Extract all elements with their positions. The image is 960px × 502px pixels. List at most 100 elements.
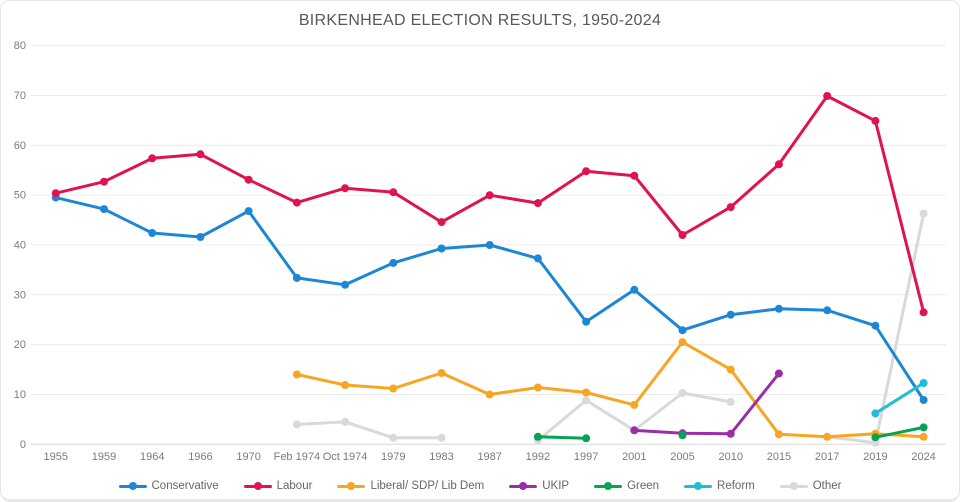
data-point-conservative-feb-1974 (292, 273, 301, 282)
x-tick-label-feb-1974: Feb 1974 (274, 451, 320, 463)
data-point-conservative-oct-1974 (341, 280, 350, 289)
data-point-liberal-sdp-lib-dem-2010 (726, 365, 735, 374)
data-point-other-2019 (871, 438, 880, 447)
x-tick-label-1992: 1992 (526, 451, 550, 463)
legend-item-conservative: Conservative (118, 480, 219, 492)
data-point-ukip-2010 (726, 429, 735, 438)
legend-label-reform: Reform (717, 480, 755, 492)
series-line-green (873, 425, 926, 439)
data-point-labour-1987 (485, 191, 494, 200)
legend-label-other: Other (812, 480, 842, 492)
data-point-labour-2024 (919, 308, 928, 317)
data-point-liberal-sdp-lib-dem-1992 (533, 383, 542, 392)
data-point-conservative-1959 (100, 205, 108, 214)
x-tick-label-2024: 2024 (911, 451, 935, 463)
x-tick-label-1997: 1997 (574, 451, 598, 463)
data-point-labour-1997 (582, 167, 591, 176)
legend-label-green: Green (627, 480, 660, 492)
data-point-labour-1979 (389, 188, 398, 197)
series-line-conservative (54, 196, 926, 402)
x-tick-label-1955: 1955 (44, 451, 68, 463)
legend-item-labour: Labour (243, 480, 313, 492)
data-point-liberal-sdp-lib-dem-feb-1974 (292, 370, 301, 379)
data-point-green-2005 (678, 431, 687, 440)
series-line-green (536, 435, 588, 440)
data-point-conservative-1979 (389, 258, 398, 267)
series-reform (871, 379, 928, 418)
series-conservative (51, 193, 928, 404)
legend-item-green: Green (594, 480, 659, 492)
x-tick-label-1964: 1964 (140, 451, 164, 463)
x-tick-label-1979: 1979 (381, 451, 405, 463)
y-tick-label-40: 40 (14, 239, 26, 251)
data-point-reform-2019 (871, 409, 880, 418)
x-tick-label-2001: 2001 (622, 451, 646, 463)
data-point-labour-2015 (774, 160, 783, 169)
legend-item-other: Other (779, 480, 842, 492)
data-point-labour-1970 (244, 175, 253, 184)
legend-label-conservative: Conservative (151, 480, 219, 492)
series-green (533, 423, 928, 443)
data-point-liberal-sdp-lib-dem-1987 (485, 390, 494, 399)
data-point-labour-2001 (630, 171, 639, 180)
data-point-ukip-2015 (774, 369, 783, 378)
data-point-liberal-sdp-lib-dem-oct-1974 (341, 381, 350, 389)
data-point-liberal-sdp-lib-dem-2005 (678, 338, 687, 347)
data-point-conservative-2005 (678, 326, 687, 335)
legend-marker-ukip (509, 484, 538, 488)
data-point-other-1979 (389, 433, 398, 442)
data-point-labour-2017 (823, 92, 832, 100)
series-line-liberal-sdp-lib-dem (295, 340, 926, 439)
y-tick-label-70: 70 (14, 90, 26, 102)
data-point-conservative-2019 (871, 321, 880, 330)
series-labour (51, 92, 928, 317)
x-tick-label-oct-1974: Oct 1974 (323, 451, 368, 463)
x-tick-label-1966: 1966 (188, 451, 212, 463)
x-tick-label-2019: 2019 (863, 451, 887, 463)
data-point-conservative-1966 (196, 233, 205, 241)
legend-label-labour: Labour (276, 480, 313, 492)
data-point-labour-1966 (196, 150, 205, 159)
x-tick-label-1983: 1983 (429, 451, 453, 463)
data-point-conservative-1997 (582, 317, 591, 326)
x-tick-label-2015: 2015 (767, 451, 791, 463)
data-point-conservative-2015 (774, 304, 783, 313)
x-tick-label-2017: 2017 (815, 451, 839, 463)
data-point-other-2010 (726, 397, 735, 406)
data-point-liberal-sdp-lib-dem-2017 (823, 432, 832, 441)
data-point-labour-1992 (533, 199, 542, 208)
data-point-green-2024 (919, 423, 928, 432)
data-point-other-2005 (678, 389, 687, 397)
data-point-labour-1983 (437, 218, 446, 227)
data-point-liberal-sdp-lib-dem-1997 (582, 388, 591, 397)
series-line-labour (54, 94, 926, 314)
data-point-labour-1955 (51, 189, 60, 198)
legend-label-ukip: UKIP (542, 480, 570, 492)
legend-marker-labour (243, 484, 272, 488)
data-point-conservative-2024 (919, 396, 928, 404)
data-point-conservative-1970 (244, 207, 253, 216)
legend-item-ukip: UKIP (509, 480, 569, 492)
data-point-labour-1959 (100, 177, 108, 186)
data-point-green-1997 (582, 434, 591, 443)
series-line-ukip (632, 372, 781, 436)
x-tick-label-2005: 2005 (670, 451, 694, 463)
legend-item-liberal-sdp-lib-dem: Liberal/ SDP/ Lib Dem (337, 480, 484, 492)
data-point-conservative-1964 (148, 229, 157, 237)
chart-legend: Conservative Labour Liberal/ SDP/ Lib Dem U… (1, 480, 959, 492)
y-tick-label-50: 50 (14, 190, 26, 202)
data-point-conservative-2001 (630, 285, 639, 294)
y-tick-label-60: 60 (14, 140, 26, 152)
data-point-ukip-2001 (630, 426, 639, 435)
legend-item-reform: Reform (684, 480, 755, 492)
series-line-other (295, 420, 443, 440)
legend-marker-liberal-sdp-lib-dem (337, 484, 366, 488)
y-tick-label-30: 30 (14, 289, 26, 301)
series-line-reform (873, 381, 926, 415)
data-point-other-1997 (582, 396, 591, 405)
x-tick-label-1959: 1959 (92, 451, 116, 463)
data-point-other-2024 (919, 209, 928, 218)
data-point-labour-2019 (871, 116, 880, 125)
x-tick-label-2010: 2010 (718, 451, 742, 463)
